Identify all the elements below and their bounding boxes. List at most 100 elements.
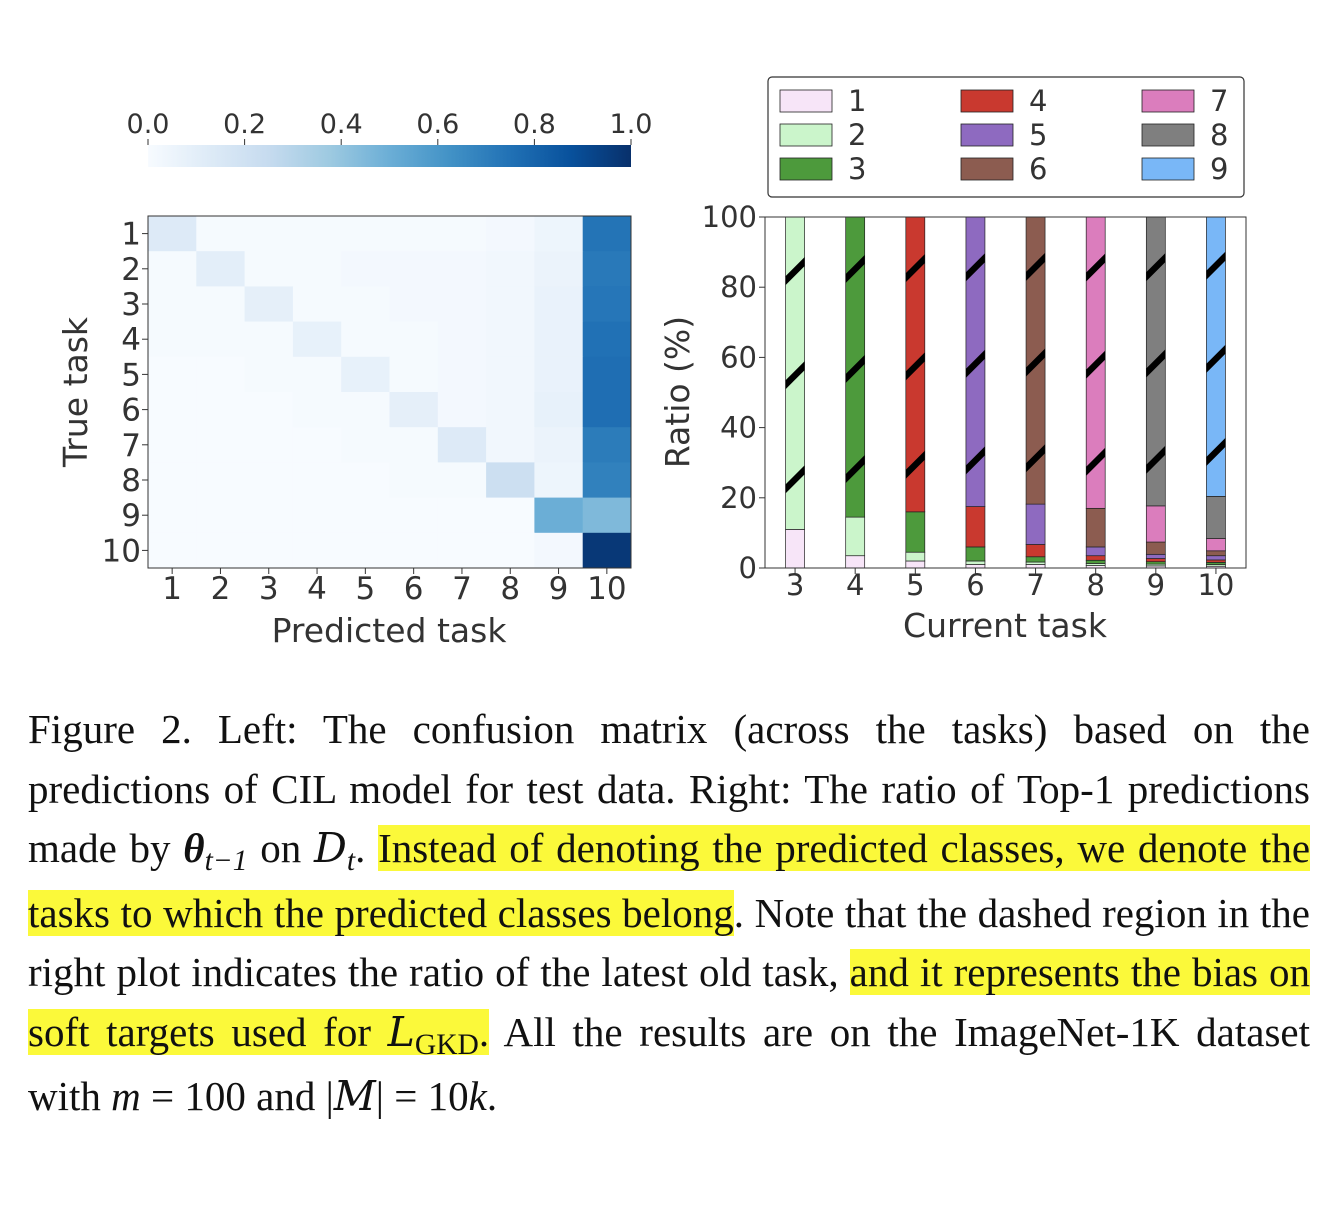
heatmap-cell (148, 321, 197, 358)
heatmap-cell (486, 286, 535, 323)
bar-segment (1085, 559, 1106, 564)
colorbar: 0.0 0.2 0.4 0.6 0.8 1.0 (127, 109, 653, 167)
dashed-hatch (905, 450, 925, 479)
k-symbol: k (468, 1073, 487, 1119)
bar-segment (1145, 505, 1166, 543)
heatmap-cell (534, 286, 584, 323)
heatmap-cell (582, 392, 632, 428)
bar-segment (1145, 553, 1166, 559)
heatmap-cell (486, 532, 535, 569)
legend-swatch (960, 123, 1014, 147)
heatmap-cell (244, 497, 294, 534)
dashed-hatch (1146, 253, 1166, 282)
heatmap-ytick-label: 1 (121, 217, 141, 253)
legend-swatch (960, 89, 1014, 113)
heatmap-cell (148, 251, 197, 287)
bar-segment (1145, 541, 1166, 555)
caption-text-2: on (247, 825, 314, 871)
heatmap-cell (486, 216, 535, 252)
heatmap-ytick-label: 10 (102, 533, 141, 569)
dashed-hatch (1206, 251, 1226, 280)
heatmap-cell (389, 216, 439, 252)
dataset-subscript: t (346, 845, 356, 878)
heatmap-cell (437, 497, 487, 534)
heatmap-xtick-label: 4 (307, 571, 327, 607)
dashed-hatch (1146, 445, 1166, 474)
heatmap-cell (389, 356, 439, 393)
bar-xlabel: Current task (903, 606, 1108, 645)
heatmap-cell (196, 392, 246, 428)
heatmap-xtick-label: 8 (500, 571, 520, 607)
dashed-hatch (845, 255, 865, 284)
bar-segment (1145, 558, 1166, 563)
m-symbol: m (111, 1073, 141, 1119)
heatmap-cell (582, 356, 632, 393)
heatmap-cell (486, 427, 535, 463)
caption-text-4: . Note that the dashed region in the rig… (28, 889, 1310, 996)
heatmap-cell (341, 532, 390, 569)
bar-xtick-label: 8 (1086, 568, 1104, 602)
colorbar-tick-label: 1.0 (610, 109, 653, 140)
heatmap-ytick-label: 4 (121, 322, 141, 358)
heatmap-cell (244, 356, 294, 393)
heatmap-cell (582, 216, 632, 252)
bar-segment (905, 511, 926, 553)
heatmap-cell (437, 286, 487, 323)
heatmap-cell (148, 532, 197, 569)
dashed-hatch (965, 446, 985, 475)
heatmap-xtick-label: 1 (162, 571, 182, 607)
heatmap-cell (341, 251, 390, 287)
legend-swatch (779, 157, 833, 181)
bar-ylabel: Ratio (%) (658, 316, 697, 468)
bar-plot-frame (764, 216, 1247, 569)
bar-legend: 123 456 789 (767, 76, 1245, 198)
heatmap-cell (292, 216, 342, 252)
heatmap-cell (148, 216, 197, 252)
highlight-2-end: . (478, 1008, 490, 1055)
bar-xtick-label: 7 (1026, 568, 1044, 602)
heatmap-cell (244, 462, 294, 499)
heatmap-cell (437, 427, 487, 463)
heatmap-ytick-label: 3 (121, 287, 141, 323)
dashed-hatch (905, 254, 925, 283)
heatmap-cell (534, 462, 584, 499)
heatmap-cell (389, 286, 439, 323)
legend-swatch (779, 89, 833, 113)
dashed-hatch (1206, 344, 1226, 373)
dashed-hatch (785, 465, 805, 494)
bar-segment (1145, 561, 1166, 565)
heatmap-cell (486, 392, 535, 428)
heatmap-ytick-label: 5 (121, 357, 141, 393)
dashed-hatch (1026, 252, 1046, 281)
caption-text-8: . (486, 1073, 498, 1119)
bar-segment (1206, 550, 1226, 557)
heatmap-cell (292, 251, 342, 287)
heatmap-cell (292, 497, 342, 534)
heatmap-xtick-label: 3 (259, 571, 279, 607)
heatmap-cell (244, 427, 294, 463)
loss-subscript: GKD (414, 1028, 479, 1061)
bar-xtick-label: 10 (1197, 568, 1234, 602)
colorbar-tick-label: 0.8 (513, 109, 556, 140)
figure-panels: 0.0 0.2 0.4 0.6 0.8 1.0 1 2 3 4 5 6 7 8 9 101234567891… (56, 76, 1247, 650)
heatmap-cell (292, 462, 342, 499)
heatmap-xtick-label: 6 (404, 571, 424, 607)
heatmap-cell (292, 356, 342, 393)
bar-segment (785, 529, 805, 569)
bar-segment (1025, 503, 1046, 545)
heatmap-frame (147, 215, 632, 569)
heatmap-cell (148, 427, 197, 463)
heatmap-cell (196, 251, 246, 287)
legend-label: 3 (848, 152, 866, 186)
heatmap-cell (292, 321, 342, 358)
heatmap-xtick-label: 7 (452, 571, 472, 607)
legend-label: 5 (1029, 118, 1047, 152)
heatmap-cell (341, 321, 390, 358)
heatmap-cell (148, 356, 197, 393)
legend-swatch (1141, 123, 1195, 147)
heatmap-ylabel: True task (56, 316, 95, 468)
dashed-hatch (965, 349, 985, 378)
heatmap-cell (389, 462, 439, 499)
legend-swatch (1141, 89, 1195, 113)
